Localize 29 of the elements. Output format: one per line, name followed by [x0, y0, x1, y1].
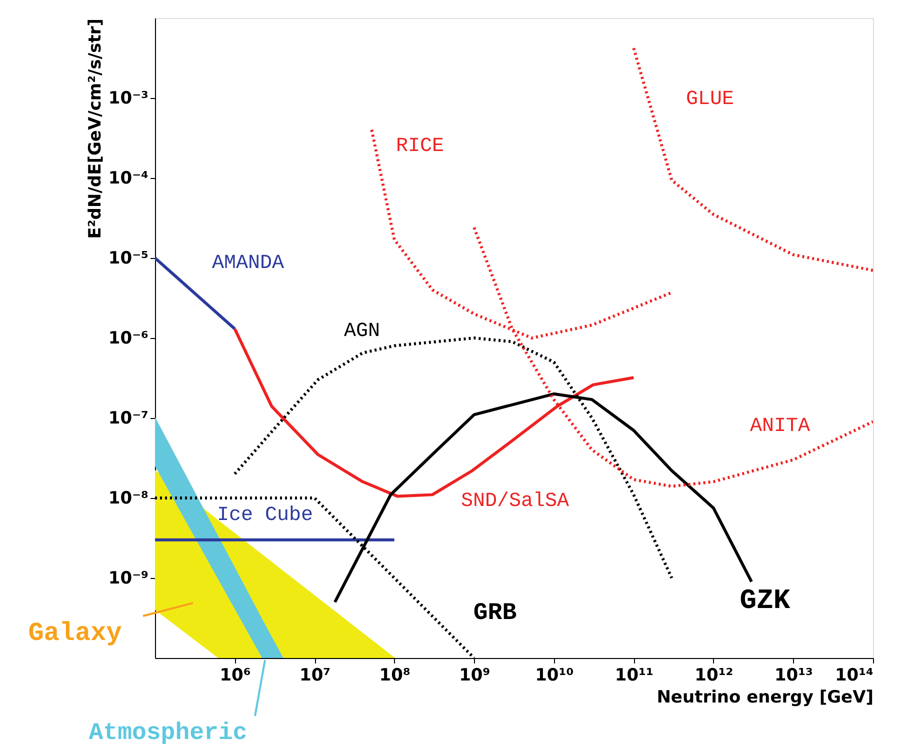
y-tick-label: 10⁻⁷ [108, 408, 148, 428]
y-tick-label: 10⁻⁶ [108, 328, 148, 348]
x-tick-label: 10¹³ [774, 666, 814, 686]
annotation: AGN [344, 320, 380, 343]
x-tick-label: 10⁷ [300, 666, 331, 686]
annotation: GRB [473, 600, 517, 627]
annotation: SND/SalSA [460, 490, 570, 513]
x-tick-label: 10¹⁰ [535, 666, 574, 686]
y-tick-label: 10⁻⁹ [108, 568, 148, 588]
y-axis-title: E²dN/dE[GeV/cm²/s/str] [85, 18, 106, 239]
x-tick-label: 10¹¹ [614, 666, 654, 686]
annotation: GLUE [686, 88, 734, 111]
y-tick-label: 10⁻⁸ [108, 488, 148, 508]
annotation: GZK [740, 586, 790, 617]
x-tick-label: 10⁸ [379, 666, 410, 686]
y-tick-label: 10⁻³ [108, 88, 148, 108]
annotation: Ice Cube [216, 504, 314, 527]
x-tick-label: 10⁶ [220, 666, 251, 686]
y-tick-label: 10⁻⁴ [108, 168, 148, 188]
x-axis-title: Neutrino energy [GeV] [656, 688, 874, 708]
text: Atmospheric [88, 720, 248, 747]
text: Galaxy [28, 618, 122, 648]
x-tick-label: 10¹⁴ [834, 666, 874, 686]
annotation: RICE [396, 135, 444, 158]
annotation: ANITA [750, 415, 810, 438]
y-tick-label: 10⁻⁵ [108, 248, 148, 268]
annotation: AMANDA [212, 252, 284, 275]
x-tick-label: 10¹² [694, 666, 734, 686]
x-tick-label: 10⁹ [459, 666, 490, 686]
